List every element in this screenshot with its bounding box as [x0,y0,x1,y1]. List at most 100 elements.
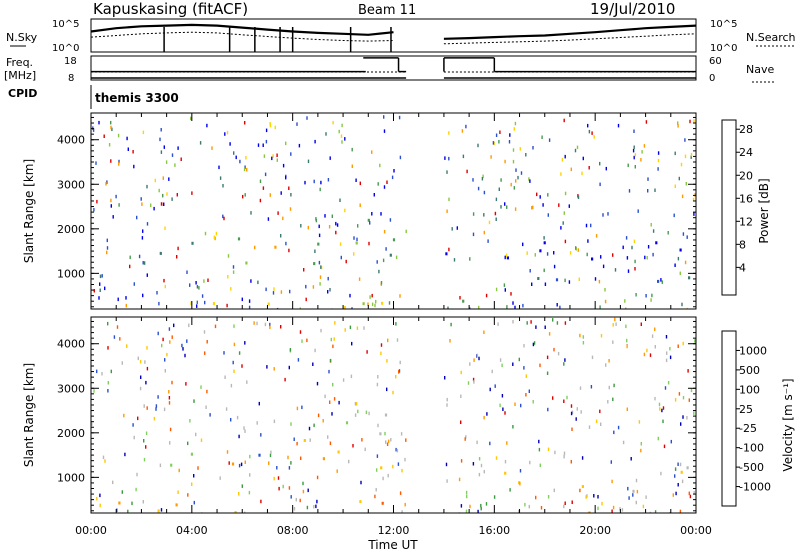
range-gate-cell [566,395,568,400]
range-gate-cell [404,502,406,507]
range-gate-cell [386,359,388,363]
range-gate-cell [266,365,268,369]
freq-tick-bottom: 8 [68,73,74,84]
range-gate-cell [302,489,305,494]
range-gate-cell [392,390,394,395]
range-gate-cell [399,155,402,160]
range-gate-cell [337,450,340,454]
range-gate-cell [600,255,602,259]
range-gate-cell [238,351,241,355]
range-gate-cell [317,242,320,246]
range-gate-cell [351,164,353,168]
range-gate-cell [106,180,108,184]
range-gate-cell [658,402,661,407]
range-gate-cell [531,282,533,286]
range-gate-cell [460,370,462,375]
nsearch-tick-bottom: 10^0 [710,43,737,54]
range-gate-cell [162,193,164,198]
range-gate-cell [399,294,401,298]
range-gate-cell [546,252,549,256]
x-tick-label: 00:00 [680,524,712,537]
range-gate-cell [503,283,506,287]
range-gate-cell [171,197,173,201]
range-gate-cell [313,423,315,428]
colorbar-tick-label: 4 [739,261,746,274]
range-gate-cell [677,121,679,125]
range-gate-cell [532,146,534,150]
range-gate-cell [177,490,179,494]
range-gate-cell [520,171,523,175]
range-gate-cell [512,301,514,305]
range-gate-cell [585,223,588,228]
range-gate-cell [315,504,317,509]
range-gate-cell [104,286,106,291]
range-gate-cell [329,441,332,445]
range-gate-cell [631,245,633,250]
range-gate-cell [143,457,146,462]
range-gate-cell [556,303,558,307]
range-gate-cell [553,251,555,255]
range-gate-cell [395,255,398,260]
range-gate-cell [579,386,582,390]
y-tick-label: 2000 [57,427,85,440]
range-gate-cell [353,252,355,256]
range-gate-cell [229,142,231,146]
range-gate-cell [380,281,383,285]
range-gate-cell [249,454,251,459]
range-gate-cell [290,422,292,426]
range-gate-cell [626,344,628,349]
station-title: Kapuskasing (fitACF) [93,0,248,18]
range-gate-cell [345,259,347,264]
range-gate-cell [206,389,208,394]
range-gate-cell [564,501,566,505]
range-gate-cell [168,177,170,181]
range-gate-cell [577,248,579,252]
range-gate-cell [597,495,599,499]
range-gate-cell [320,328,322,333]
date-title: 19/Jul/2010 [590,0,675,18]
range-gate-cell [679,462,682,467]
range-gate-cell [265,139,268,144]
range-gate-cell [95,161,97,165]
range-gate-cell [669,355,672,360]
range-gate-cell [635,293,637,297]
range-gate-cell [110,120,112,125]
range-gate-cell [665,335,668,339]
range-gate-cell [627,486,629,491]
range-gate-cell [314,249,316,253]
range-gate-cell [307,159,310,164]
range-gate-cell [274,245,277,249]
range-gate-cell [564,278,566,283]
range-gate-cell [162,176,164,180]
range-gate-cell [159,251,162,255]
range-gate-cell [582,341,585,345]
range-gate-cell [612,397,614,402]
colorbar-tick-label: 100 [739,383,760,396]
range-gate-cell [650,298,652,302]
range-gate-cell [139,386,142,391]
range-gate-cell [312,362,314,366]
range-gate-cell [518,481,521,485]
range-gate-cell [177,246,179,251]
range-gate-cell [327,290,329,294]
range-gate-cell [514,305,516,309]
velocity-cbar-label: Velocity [m s⁻¹] [781,378,795,471]
range-gate-cell [469,504,471,509]
range-gate-cell [173,323,175,328]
range-gate-cell [384,413,388,417]
colorbar-tick-label: 500 [739,364,760,377]
velocity-axes: 1000 2000 3000 4000 [57,317,697,513]
range-gate-cell [389,218,392,222]
range-gate-cell [93,389,95,393]
colorbar-frame [721,119,737,296]
beam-title: Beam 11 [358,3,416,18]
range-gate-cell [570,460,572,464]
range-gate-cell [690,388,693,393]
range-gate-cell [556,321,559,325]
range-gate-cell [351,147,353,152]
range-gate-cell [355,178,357,182]
range-gate-cell [532,342,535,347]
range-gate-cell [105,182,107,186]
range-gate-cell [482,174,484,179]
range-gate-cell [301,405,303,410]
